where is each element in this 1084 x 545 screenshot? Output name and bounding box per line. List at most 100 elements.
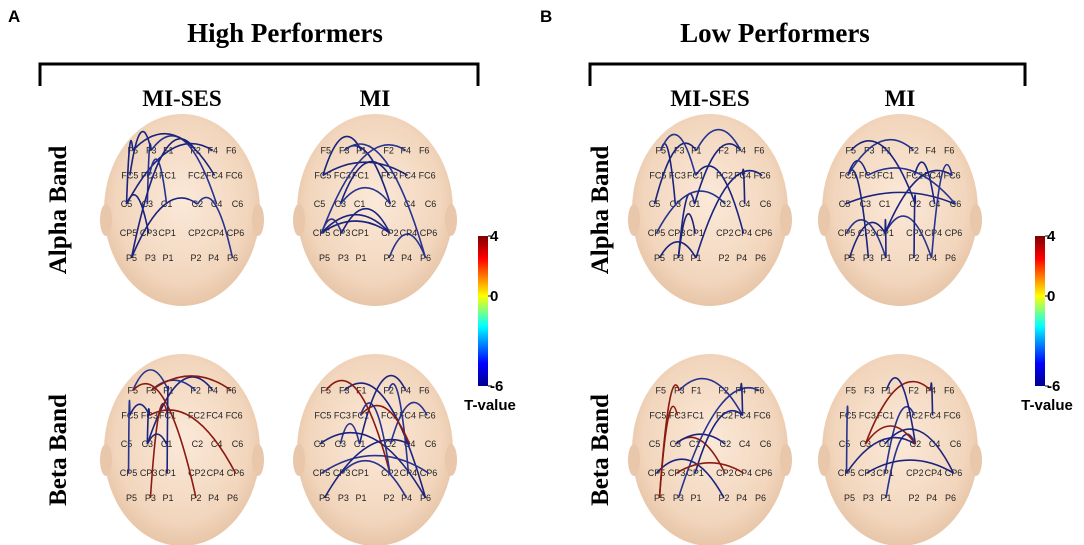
electrode-label: FC2: [716, 410, 733, 420]
electrode-label: CP1: [158, 228, 176, 238]
ear: [818, 444, 830, 476]
connection: [129, 130, 153, 176]
connection: [339, 160, 391, 205]
ear: [293, 444, 305, 476]
colorbar-tick-label: 0: [490, 288, 498, 305]
electrode-label: P6: [945, 253, 956, 263]
connection: [844, 191, 956, 205]
electrode-label: P4: [208, 493, 219, 503]
connection: [739, 383, 744, 416]
connection: [196, 196, 234, 259]
electrode-label: C1: [354, 199, 366, 209]
row-label: Alpha Band: [45, 146, 72, 275]
connection: [929, 382, 934, 416]
connection: [741, 168, 746, 205]
connection: [321, 220, 391, 234]
electrode-label: FC5: [314, 410, 331, 420]
electrode-label: C6: [425, 199, 437, 209]
electrode-label: CP6: [755, 228, 773, 238]
electrode-label: P4: [926, 493, 937, 503]
colorbar-tick-label: 0: [1047, 288, 1055, 305]
electrode-label: FC4: [206, 410, 223, 420]
electrode-label: P6: [755, 493, 766, 503]
electrode-label: FC3: [334, 170, 351, 180]
column-label: MI-SES: [670, 86, 749, 111]
colorbar-tick-label: 4: [490, 228, 499, 245]
electrode-label: F5: [656, 385, 667, 395]
connection: [358, 374, 407, 445]
connection: [655, 458, 725, 499]
electrode-label: C1: [879, 199, 891, 209]
electrode-label: P1: [355, 253, 366, 263]
electrode-label: FC2: [381, 410, 398, 420]
colorbar-label: T-value: [464, 397, 516, 414]
electrode-label: FC5: [649, 170, 666, 180]
electrode-label: F5: [846, 385, 857, 395]
connection: [883, 428, 955, 474]
connection: [867, 167, 957, 205]
electrode-label: C4: [739, 439, 751, 449]
connection: [129, 403, 151, 416]
electrode-label: FC5: [649, 410, 666, 420]
electrode-label: FC6: [754, 410, 771, 420]
connection: [359, 404, 411, 445]
connection: [660, 133, 697, 176]
electrode-label: C3: [860, 199, 872, 209]
electrode-label: C5: [649, 439, 661, 449]
row-label: Beta Band: [45, 394, 72, 506]
electrode-label: C2: [192, 439, 204, 449]
connection: [677, 212, 696, 259]
electrode-label: F2: [908, 385, 919, 395]
electrode-label: F6: [944, 145, 955, 155]
connection: [655, 190, 726, 234]
electrode-label: FC1: [159, 170, 176, 180]
electrode-label: P6: [945, 493, 956, 503]
electrode-label: CP2: [906, 468, 924, 478]
column-label: MI: [885, 86, 916, 111]
connection: [694, 165, 745, 234]
connection: [847, 139, 915, 176]
connection: [695, 169, 763, 259]
electrode-label: F2: [383, 145, 394, 155]
electrode-label: FC6: [944, 410, 961, 420]
bracket: [588, 62, 1027, 86]
electrode-label: CP6: [420, 228, 438, 238]
panel-letter: A: [8, 7, 20, 26]
connection: [166, 385, 170, 474]
electrode-label: FC3: [334, 410, 351, 420]
electrode-label: FC3: [859, 410, 876, 420]
electrode-label: P6: [227, 493, 238, 503]
electrode-label: F2: [718, 385, 729, 395]
connection: [848, 221, 886, 259]
connection: [884, 218, 887, 259]
connection: [132, 382, 197, 499]
electrode-label: C1: [689, 439, 701, 449]
connection: [149, 402, 169, 499]
connection: [845, 436, 916, 474]
connection: [323, 438, 411, 499]
electrode-label: CP1: [351, 468, 369, 478]
connection: [389, 401, 428, 445]
ear: [252, 204, 264, 236]
electrode-label: FC4: [399, 410, 416, 420]
electrode-label: F6: [226, 145, 237, 155]
connection: [694, 410, 744, 474]
ear: [445, 444, 457, 476]
connection: [127, 399, 131, 474]
electrode-label: CP4: [925, 468, 943, 478]
electrode-label: P4: [736, 253, 747, 263]
electrode-label: CP4: [207, 468, 225, 478]
electrode-label: P1: [355, 493, 366, 503]
colorbar-tick-label: -6: [490, 378, 503, 395]
electrode-label: F6: [419, 145, 430, 155]
ear: [100, 444, 112, 476]
panel-title: High Performers: [187, 18, 383, 48]
scalp: [104, 354, 260, 545]
scalp: [297, 354, 453, 545]
electrode-label: CP3: [140, 468, 158, 478]
ear: [628, 444, 640, 476]
electrode-label: FC4: [924, 170, 941, 180]
